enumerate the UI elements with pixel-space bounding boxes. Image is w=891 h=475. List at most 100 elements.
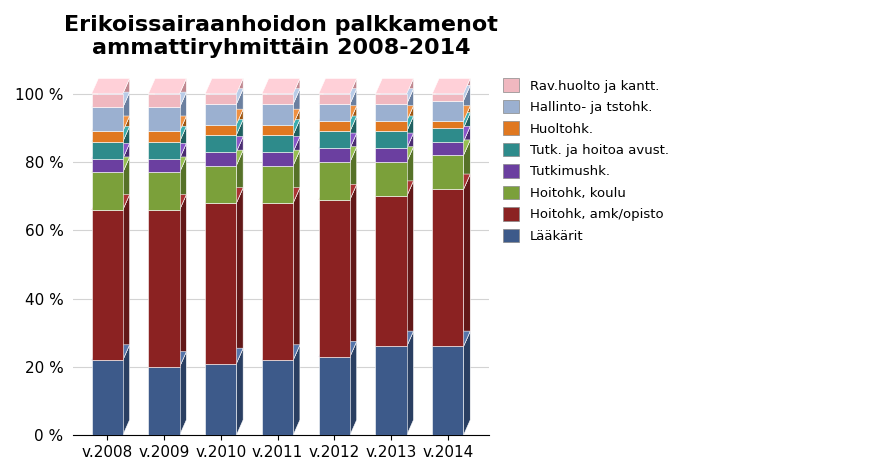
Polygon shape xyxy=(375,147,413,162)
Polygon shape xyxy=(205,109,243,124)
Polygon shape xyxy=(92,157,129,172)
FancyBboxPatch shape xyxy=(375,132,406,149)
Polygon shape xyxy=(319,106,356,121)
Polygon shape xyxy=(319,78,356,94)
FancyBboxPatch shape xyxy=(262,203,293,360)
FancyBboxPatch shape xyxy=(148,210,180,367)
FancyBboxPatch shape xyxy=(92,360,123,435)
Polygon shape xyxy=(123,92,129,132)
FancyBboxPatch shape xyxy=(205,363,236,435)
Polygon shape xyxy=(92,116,129,132)
Polygon shape xyxy=(375,78,413,94)
Polygon shape xyxy=(432,174,470,190)
FancyBboxPatch shape xyxy=(262,124,293,135)
Polygon shape xyxy=(123,126,129,159)
Polygon shape xyxy=(375,133,413,149)
Polygon shape xyxy=(180,195,186,367)
Polygon shape xyxy=(123,157,129,210)
Polygon shape xyxy=(293,78,300,104)
FancyBboxPatch shape xyxy=(148,132,180,142)
Polygon shape xyxy=(148,352,186,367)
FancyBboxPatch shape xyxy=(148,142,180,159)
Polygon shape xyxy=(262,89,300,104)
FancyBboxPatch shape xyxy=(432,190,463,346)
Polygon shape xyxy=(123,195,129,360)
Polygon shape xyxy=(180,92,186,132)
Polygon shape xyxy=(92,345,129,360)
Polygon shape xyxy=(123,78,129,107)
FancyBboxPatch shape xyxy=(92,210,123,360)
Polygon shape xyxy=(148,126,186,142)
Polygon shape xyxy=(375,181,413,196)
FancyBboxPatch shape xyxy=(319,357,350,435)
Polygon shape xyxy=(92,92,129,107)
FancyBboxPatch shape xyxy=(205,94,236,104)
Polygon shape xyxy=(92,195,129,210)
Polygon shape xyxy=(319,133,356,149)
Polygon shape xyxy=(463,126,470,155)
Polygon shape xyxy=(293,188,300,360)
Polygon shape xyxy=(406,133,413,162)
FancyBboxPatch shape xyxy=(205,135,236,152)
Polygon shape xyxy=(350,342,356,435)
FancyBboxPatch shape xyxy=(432,128,463,142)
Polygon shape xyxy=(148,116,186,132)
FancyBboxPatch shape xyxy=(148,172,180,210)
Polygon shape xyxy=(463,113,470,142)
Polygon shape xyxy=(148,143,186,159)
Polygon shape xyxy=(205,188,243,203)
Polygon shape xyxy=(319,147,356,162)
FancyBboxPatch shape xyxy=(432,155,463,190)
Polygon shape xyxy=(293,119,300,152)
FancyBboxPatch shape xyxy=(148,94,180,107)
FancyBboxPatch shape xyxy=(375,94,406,104)
FancyBboxPatch shape xyxy=(375,104,406,121)
Polygon shape xyxy=(205,89,243,104)
Polygon shape xyxy=(432,113,470,128)
Polygon shape xyxy=(319,342,356,357)
Polygon shape xyxy=(406,116,413,149)
FancyBboxPatch shape xyxy=(148,367,180,435)
Polygon shape xyxy=(180,116,186,142)
Polygon shape xyxy=(375,331,413,346)
Polygon shape xyxy=(236,109,243,135)
FancyBboxPatch shape xyxy=(319,200,350,357)
Polygon shape xyxy=(92,143,129,159)
Polygon shape xyxy=(463,86,470,121)
Polygon shape xyxy=(406,331,413,435)
Polygon shape xyxy=(375,89,413,104)
Polygon shape xyxy=(236,119,243,152)
FancyBboxPatch shape xyxy=(262,135,293,152)
Polygon shape xyxy=(262,109,300,124)
FancyBboxPatch shape xyxy=(205,104,236,124)
Polygon shape xyxy=(236,78,243,104)
FancyBboxPatch shape xyxy=(92,159,123,172)
FancyBboxPatch shape xyxy=(205,165,236,203)
Polygon shape xyxy=(148,92,186,107)
Polygon shape xyxy=(432,126,470,142)
Polygon shape xyxy=(293,345,300,435)
Polygon shape xyxy=(350,89,356,121)
Polygon shape xyxy=(293,109,300,135)
Polygon shape xyxy=(375,106,413,121)
Polygon shape xyxy=(406,78,413,104)
FancyBboxPatch shape xyxy=(375,196,406,346)
Polygon shape xyxy=(319,184,356,200)
FancyBboxPatch shape xyxy=(432,101,463,121)
FancyBboxPatch shape xyxy=(432,142,463,155)
FancyBboxPatch shape xyxy=(205,203,236,363)
Polygon shape xyxy=(463,106,470,128)
Polygon shape xyxy=(406,106,413,132)
Polygon shape xyxy=(236,136,243,165)
FancyBboxPatch shape xyxy=(375,346,406,435)
Polygon shape xyxy=(293,136,300,165)
Polygon shape xyxy=(262,136,300,152)
FancyBboxPatch shape xyxy=(375,149,406,162)
Polygon shape xyxy=(350,78,356,104)
Polygon shape xyxy=(205,348,243,363)
FancyBboxPatch shape xyxy=(432,346,463,435)
FancyBboxPatch shape xyxy=(319,94,350,104)
FancyBboxPatch shape xyxy=(148,159,180,172)
Polygon shape xyxy=(236,89,243,124)
Polygon shape xyxy=(432,106,470,121)
